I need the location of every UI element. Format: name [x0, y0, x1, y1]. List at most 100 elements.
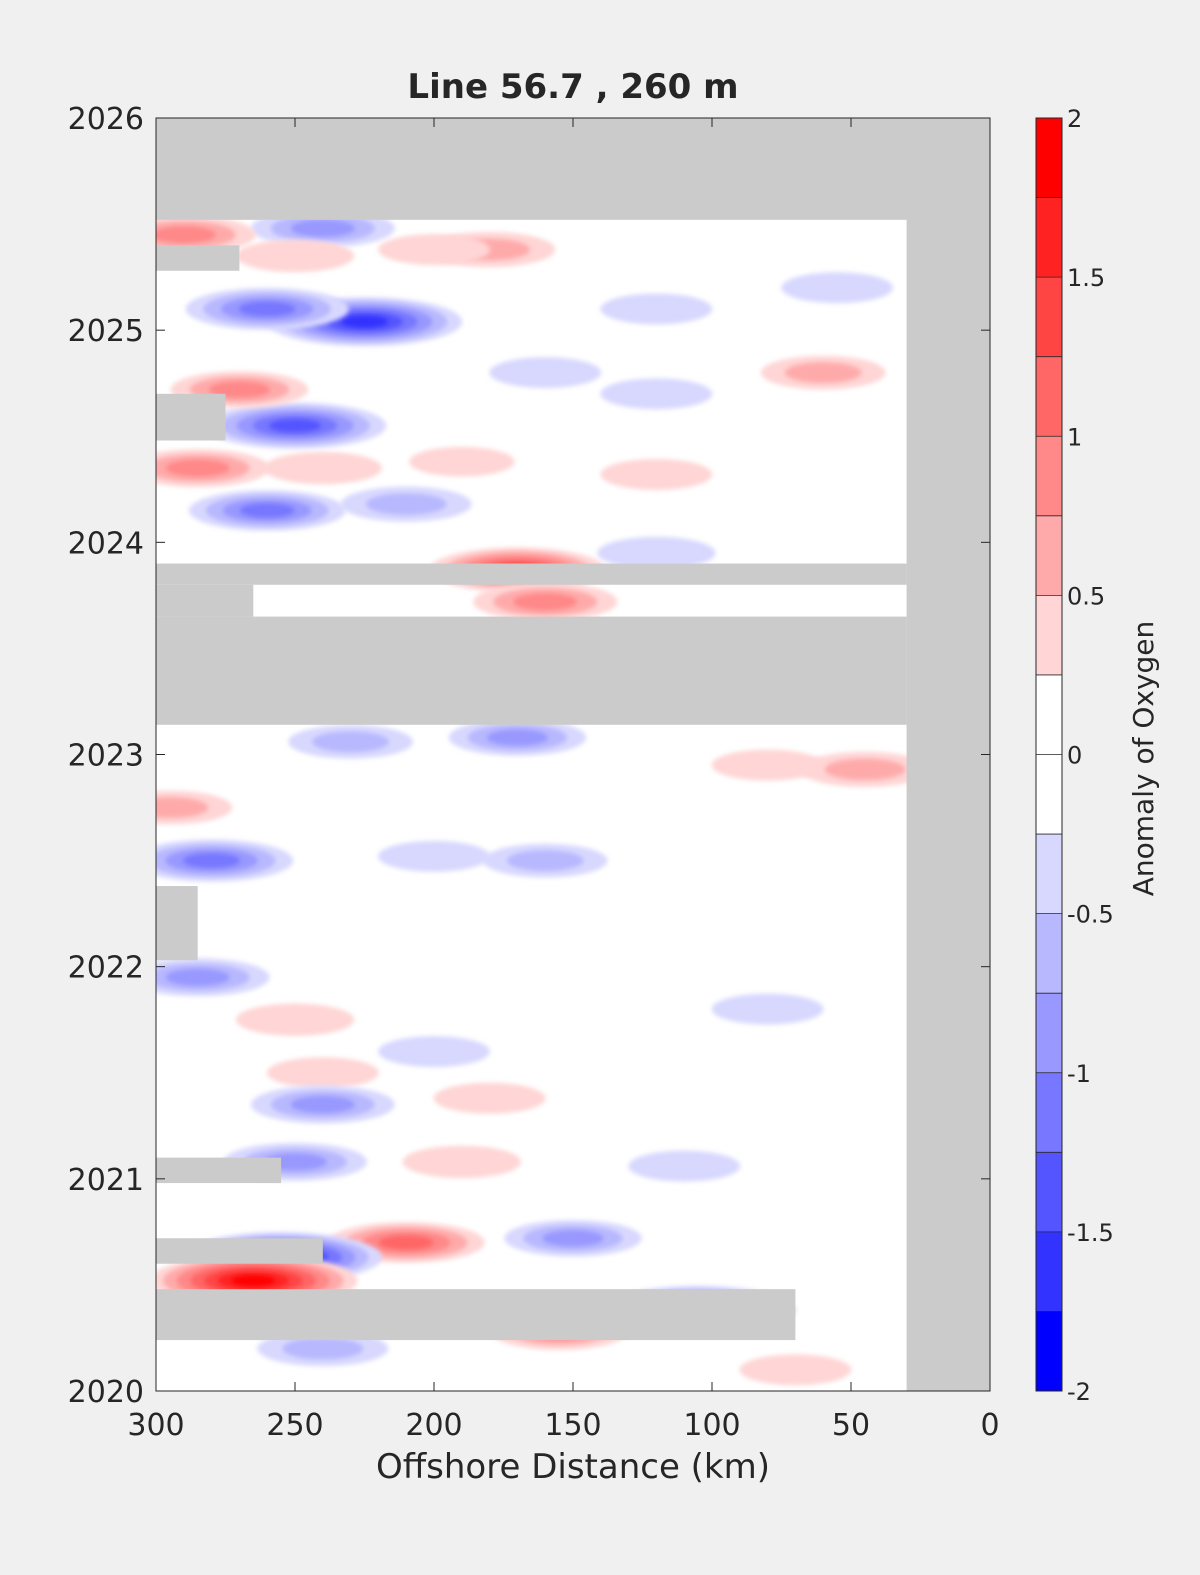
colorbar-segment — [1036, 118, 1062, 199]
colorbar-segment — [1036, 834, 1062, 915]
anomaly-contour — [506, 850, 584, 871]
colorbar-tick-label: 0.5 — [1067, 582, 1105, 610]
missing-data-region — [156, 886, 198, 961]
anomaly-contour — [597, 536, 716, 570]
colorbar-segment — [1036, 993, 1062, 1074]
colorbar-segment — [1036, 595, 1062, 676]
y-tick-label: 2021 — [68, 1163, 144, 1198]
anomaly-contour — [378, 1036, 490, 1068]
anomaly-contour — [165, 459, 230, 477]
anomaly-contour — [340, 315, 389, 328]
anomaly-contour — [600, 293, 713, 325]
anomaly-contour — [784, 362, 862, 383]
y-tick-label: 2024 — [68, 526, 144, 561]
anomaly-contour — [513, 593, 578, 611]
missing-data-region — [156, 1289, 796, 1341]
anomaly-contour — [312, 731, 389, 753]
x-tick-label: 300 — [127, 1408, 184, 1443]
anomaly-contour — [378, 840, 490, 872]
anomaly-contour — [231, 1275, 276, 1287]
colorbar-tick-label: -1 — [1067, 1060, 1091, 1088]
anomaly-contour — [263, 451, 382, 485]
colorbar-tick-label: -0.5 — [1067, 901, 1114, 929]
colorbar-tick-label: -2 — [1067, 1378, 1091, 1406]
missing-data-region — [156, 245, 240, 271]
colorbar-segment — [1036, 197, 1062, 278]
y-axis: 2020 2021 2022 2023 2024 2025 2026 — [68, 102, 990, 1410]
chart-title: Line 56.7 , 260 m — [407, 67, 738, 107]
y-tick-label: 2022 — [68, 951, 144, 986]
colorbar-label: Anomaly of Oxygen — [1127, 621, 1160, 897]
anomaly-contour — [711, 749, 824, 781]
x-tick-label: 0 — [980, 1408, 999, 1443]
anomaly-contour — [290, 219, 355, 237]
anomaly-contour — [378, 1235, 434, 1250]
x-tick-label: 200 — [405, 1408, 462, 1443]
x-tick-label: 150 — [544, 1408, 601, 1443]
anomaly-contour — [711, 993, 824, 1025]
anomaly-contour — [235, 1003, 355, 1036]
colorbar-segment — [1036, 1311, 1062, 1392]
x-axis-label: Offshore Distance (km) — [376, 1447, 770, 1487]
anomaly-contour — [600, 458, 713, 490]
missing-data-region — [156, 118, 990, 220]
anomaly-contour — [739, 1354, 852, 1386]
colorbar-segment — [1036, 436, 1062, 517]
colorbar-tick-label: -1.5 — [1067, 1219, 1114, 1247]
colorbar-segment — [1036, 1072, 1062, 1153]
anomaly-contour — [628, 1150, 741, 1182]
colorbar-segment — [1036, 754, 1062, 835]
missing-data-region — [156, 563, 907, 585]
y-tick-label: 2025 — [68, 314, 144, 349]
y-tick-label: 2020 — [68, 1375, 144, 1410]
colorbar-tick-label: 1.5 — [1067, 264, 1105, 292]
anomaly-contour — [268, 419, 322, 433]
anomaly-contour — [486, 729, 548, 746]
anomaly-contour — [824, 758, 906, 781]
x-tick-label: 250 — [266, 1408, 323, 1443]
y-tick-label: 2026 — [68, 102, 144, 137]
x-tick-label: 100 — [683, 1408, 740, 1443]
anomaly-contour — [409, 446, 515, 477]
colorbar-segment — [1036, 674, 1062, 755]
anomaly-contour — [165, 968, 230, 986]
missing-data-region — [156, 616, 907, 725]
missing-data-regions — [156, 118, 990, 1391]
x-tick-label: 50 — [832, 1408, 870, 1443]
missing-data-region — [156, 393, 226, 441]
anomaly-contour — [365, 493, 447, 515]
colorbar-segment — [1036, 1231, 1062, 1312]
anomaly-contour — [542, 1230, 604, 1247]
anomaly-contour — [489, 357, 602, 389]
anomaly-contour — [378, 234, 490, 266]
missing-data-region — [156, 584, 254, 617]
anomaly-contour — [156, 226, 216, 244]
anomaly-contour — [402, 1145, 521, 1179]
colorbar-segment — [1036, 515, 1062, 596]
colorbar-tick-label: 0 — [1067, 742, 1082, 770]
missing-data-region — [156, 1238, 323, 1264]
colorbar-tick-label: 2 — [1067, 105, 1082, 133]
anomaly-contour — [600, 378, 713, 410]
anomaly-contour — [266, 1057, 379, 1089]
colorbar-segment — [1036, 277, 1062, 358]
anomaly-contour — [238, 301, 296, 317]
colorbar-tick-label: 1 — [1067, 423, 1082, 451]
colorbar-segment — [1036, 913, 1062, 994]
anomaly-contour — [156, 797, 209, 818]
colorbar-segment — [1036, 1152, 1062, 1233]
anomaly-contour — [239, 503, 295, 518]
y-tick-label: 2023 — [68, 739, 144, 774]
colorbar-frame — [1035, 117, 1063, 1392]
colorbar: 2 1.5 1 0.5 0 -0.5 -1 -1.5 -2 — [1035, 105, 1114, 1406]
colorbar-segment — [1036, 356, 1062, 437]
anomaly-contour — [781, 272, 894, 304]
missing-data-region — [156, 1157, 282, 1184]
x-axis: 300 250 200 150 100 50 0 — [127, 118, 1000, 1443]
anomaly-contour — [282, 1337, 364, 1360]
anomaly-contour — [290, 1096, 355, 1114]
anomaly-contour — [183, 853, 240, 868]
missing-data-region — [906, 118, 990, 1391]
anomaly-contour — [235, 239, 355, 273]
